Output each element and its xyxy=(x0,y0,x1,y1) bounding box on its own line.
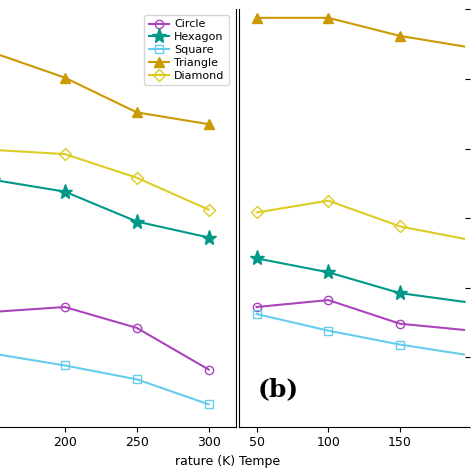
Line: Square: Square xyxy=(0,349,213,409)
Square xyxy=(206,401,211,407)
Line: Hexagon: Hexagon xyxy=(0,172,216,245)
Y-axis label: Thermal conductivity (W/mK): Thermal conductivity (W/mK) xyxy=(242,127,255,310)
Line: Diamond: Diamond xyxy=(0,146,213,214)
X-axis label: rature (K): rature (K) xyxy=(174,455,235,468)
Diamond xyxy=(134,175,139,181)
Hexagon xyxy=(134,219,139,224)
Diamond xyxy=(62,151,68,157)
Hexagon xyxy=(62,189,68,194)
Legend: Circle, Hexagon, Square, Triangle, Diamond: Circle, Hexagon, Square, Triangle, Diamo… xyxy=(144,15,229,85)
Line: Triangle: Triangle xyxy=(0,48,214,129)
Square xyxy=(62,363,68,368)
Text: (b): (b) xyxy=(257,378,299,401)
Triangle xyxy=(62,75,68,81)
Triangle xyxy=(134,109,139,115)
Square xyxy=(134,376,139,382)
X-axis label: Tempe: Tempe xyxy=(239,455,281,468)
Circle xyxy=(206,367,211,373)
Hexagon xyxy=(206,235,211,240)
Circle xyxy=(134,325,139,331)
Diamond xyxy=(206,207,211,212)
Line: Circle: Circle xyxy=(0,303,213,374)
Circle xyxy=(62,304,68,310)
Triangle xyxy=(206,121,211,127)
